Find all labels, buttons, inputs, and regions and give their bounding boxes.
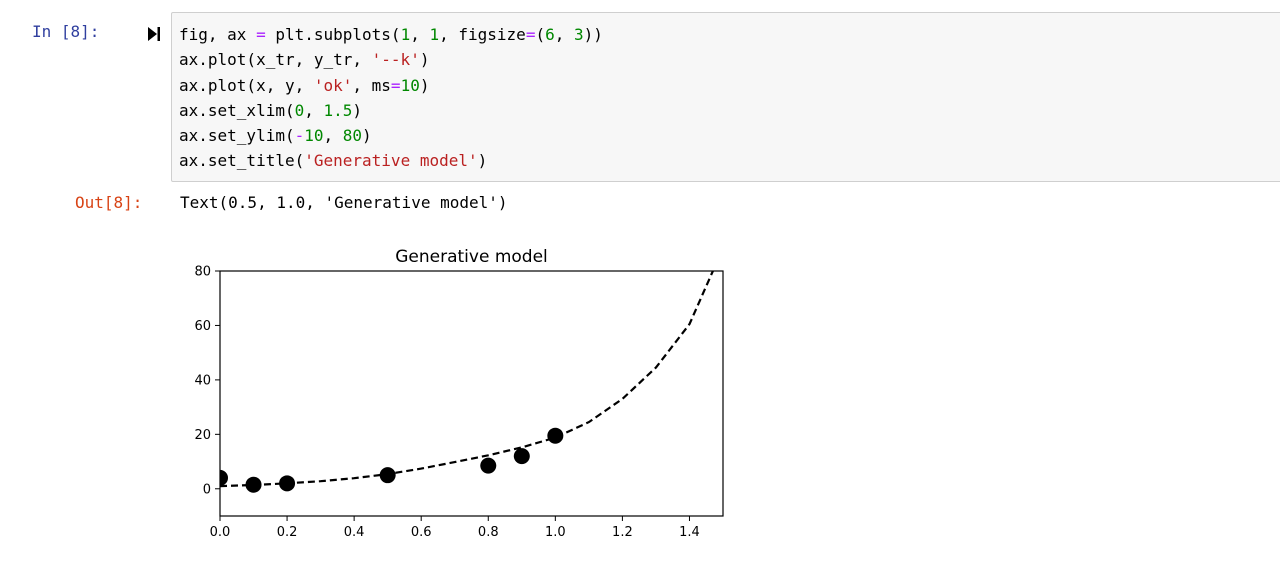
code-token: , [554, 25, 574, 44]
y-tick-label: 80 [194, 265, 211, 280]
code-token: ax.set_ylim( [179, 126, 295, 146]
code-token: 10 [304, 126, 324, 146]
x-tick-label: 1.4 [679, 525, 700, 540]
code-token: = [525, 25, 536, 44]
chart-title: Generative model [395, 247, 548, 267]
code-token: ) [362, 126, 372, 146]
code-token: ax.plot(x, y, [179, 75, 314, 95]
code-token: = [390, 75, 401, 95]
x-tick-label: 0.0 [210, 525, 231, 540]
data-point [547, 427, 564, 444]
code-token: , ms [352, 75, 391, 95]
data-point [220, 469, 228, 486]
x-tick-label: 0.4 [344, 525, 365, 540]
code-token: plt.subplots( [265, 25, 401, 44]
code-token: 0 [294, 100, 305, 120]
code-token: ax.set_title( [179, 151, 305, 171]
x-tick-label: 0.2 [277, 525, 298, 540]
code-token: , [304, 100, 324, 120]
y-tick-label: 40 [194, 373, 211, 388]
data-point [480, 457, 497, 474]
code-token: ax.set_xlim( [179, 100, 295, 120]
x-tick-label: 0.8 [478, 525, 499, 540]
code-token: '--k' [371, 50, 420, 70]
code-line: ax.set_ylim(-10, 80) [179, 126, 372, 145]
code-cell-input[interactable]: fig, ax = plt.subplots(1, 1, figsize=(6,… [171, 12, 1280, 182]
plot-frame [219, 270, 724, 517]
code-token: ax.plot(x_tr, y_tr, [179, 50, 372, 70]
y-tick-label: 20 [194, 428, 211, 443]
output-text: Text(0.5, 1.0, 'Generative model') [180, 193, 508, 212]
code-token: 1.5 [323, 100, 353, 120]
output-prompt: Out[8]: [75, 193, 143, 212]
data-point [379, 467, 396, 484]
code-token: ( [535, 25, 546, 44]
code-token: 'ok' [313, 75, 353, 95]
code-token: = [256, 25, 266, 44]
code-line: ax.plot(x_tr, y_tr, '--k') [179, 50, 429, 69]
data-point [245, 476, 262, 493]
x-tick-label: 1.2 [612, 525, 633, 540]
code-token: 10 [400, 75, 420, 95]
code-line: ax.plot(x, y, 'ok', ms=10) [179, 76, 429, 95]
x-tick-label: 1.0 [545, 525, 566, 540]
code-token: ) [352, 100, 363, 120]
y-tick-label: 60 [194, 319, 211, 334]
code-token: fig, ax [179, 25, 257, 44]
generative-model-chart: Generative model 0 20 40 60 80 0.0 0.2 0.4 0.6 0.8… [194, 247, 724, 540]
data-point [513, 448, 530, 465]
code-token: )) [583, 25, 603, 44]
data-point [279, 475, 296, 492]
code-line: ax.set_title('Generative model') [179, 151, 487, 170]
code-token: - [294, 126, 305, 146]
x-tick-label: 0.6 [411, 525, 432, 540]
y-tick-label: 0 [203, 482, 211, 497]
code-token: ) [419, 50, 430, 70]
code-token: 1 [400, 25, 411, 44]
input-prompt: In [8]: [32, 22, 100, 41]
code-line: ax.set_xlim(0, 1.5) [179, 101, 362, 120]
code-token: 80 [342, 126, 363, 146]
code-token: , [410, 25, 430, 44]
code-token: 'Generative model' [304, 151, 478, 171]
code-token: ) [477, 151, 488, 171]
code-token: 6 [545, 25, 555, 44]
true-curve-line [220, 271, 714, 488]
code-line: fig, ax = plt.subplots(1, 1, figsize=(6,… [179, 25, 603, 44]
run-cell-icon[interactable] [147, 26, 161, 42]
code-token: , figsize [439, 25, 526, 44]
code-token: , [323, 126, 343, 146]
code-token: 1 [429, 25, 440, 44]
code-token: 3 [574, 25, 584, 44]
code-editor[interactable]: fig, ax = plt.subplots(1, 1, figsize=(6,… [179, 22, 603, 174]
code-token: ) [419, 75, 430, 95]
